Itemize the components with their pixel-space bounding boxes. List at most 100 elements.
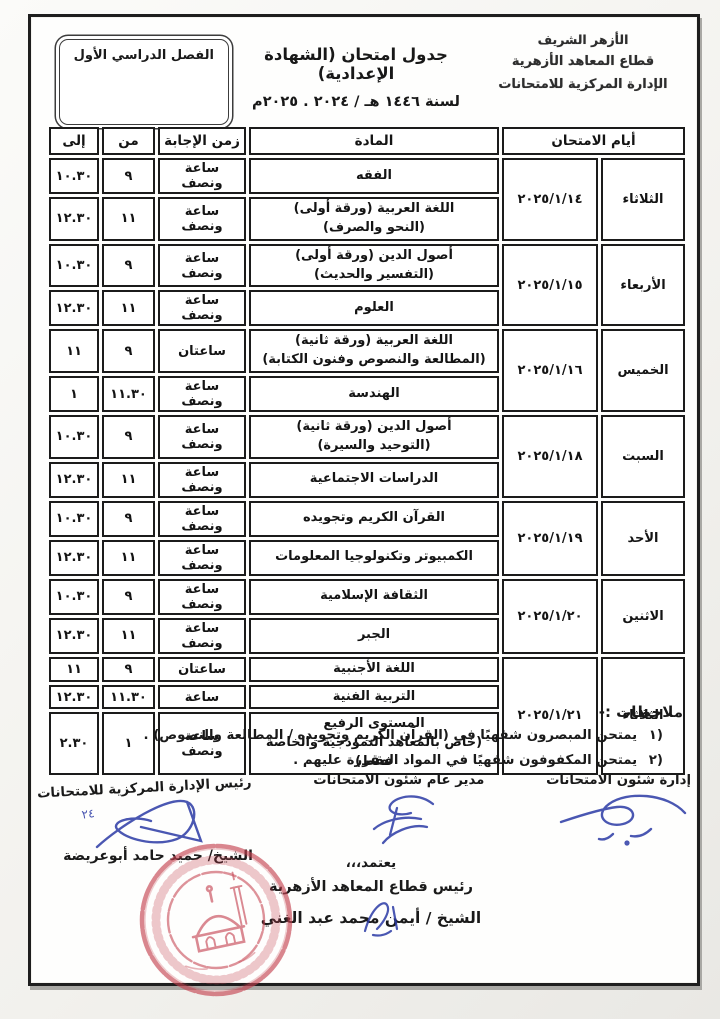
subject-cell: العلوم: [249, 290, 499, 327]
table-row: السبت ٢٠٢٥/١/١٨ أصول الدين (ورقة ثانية) …: [49, 415, 685, 498]
exam-day-cell: السبت: [601, 415, 685, 498]
exam-date-cell: ٢٠٢٥/١/١٤: [502, 158, 598, 241]
time-to-cell: ١: [49, 376, 99, 413]
handwritten-signature-right: [559, 794, 687, 846]
time-from-cell: ٩: [102, 656, 155, 682]
time-from-cell: ١١: [102, 461, 155, 498]
subject-cell: الكمبيوتر وتكنولوجيا المعلومات: [249, 539, 499, 576]
subject-cell: الهندسة: [249, 376, 499, 413]
duration-cell: ساعة ونصف: [158, 243, 246, 288]
semester-badge: الفصل الدراسي الأول: [58, 39, 229, 125]
duration-cell: ساعة ونصف: [158, 539, 246, 576]
exam-date-cell: ٢٠٢٥/١/١٦: [502, 329, 598, 413]
duration-cell: ساعة ونصف: [158, 290, 246, 327]
time-from-cell: ٩: [102, 329, 155, 374]
exam-date-cell: ٢٠٢٥/١/١٥: [502, 243, 598, 327]
exam-date-cell: ٢٠٢٥/١/٢١: [502, 656, 598, 775]
duration-cell: ساعتان: [158, 656, 246, 682]
exam-day-cell: الثلاثاء: [601, 158, 685, 241]
table-row: اللغة العربية (ورقة أولى) (النحو والصرف)…: [49, 197, 685, 241]
header-to: إلى: [49, 127, 99, 155]
exam-date-cell: ٢٠٢٥/١/١٨: [502, 415, 598, 498]
time-to-cell: ١١: [49, 329, 99, 374]
subject-cell: المستوى الرفيع (خاص بالمعاهد النموذجية و…: [249, 712, 499, 775]
exam-day-cell: الأربعاء: [601, 243, 685, 327]
time-to-cell: ١٢.٣٠: [49, 617, 99, 654]
time-to-cell: ١٢.٣٠: [49, 684, 99, 710]
time-from-cell: ٩: [102, 500, 155, 537]
exam-day-cell: الأحد: [601, 500, 685, 576]
subject-cell: اللغة العربية (ورقة أولى) (النحو والصرف): [249, 197, 499, 241]
duration-cell: ساعة ونصف: [158, 376, 246, 413]
time-to-cell: ١٢.٣٠: [49, 290, 99, 327]
note-1-number: ١): [648, 728, 663, 743]
time-from-cell: ١: [102, 712, 155, 775]
exam-day-cell: الثلاثاء: [601, 656, 685, 775]
time-to-cell: ١٢.٣٠: [49, 539, 99, 576]
signature-title-general-director: مدير عام شئون الامتحانات: [313, 773, 485, 788]
time-to-cell: ١٠.٣٠: [49, 243, 99, 288]
subject-cell: القرآن الكريم وتجويده: [249, 500, 499, 537]
signature-title-central-admin-head: رئيس الإدارة المركزية للامتحانات: [36, 775, 252, 802]
time-to-cell: ١١: [49, 656, 99, 682]
schedule-table-wrap: أيام الامتحان المادة زمن الإجابة من إلى …: [46, 124, 688, 778]
approval-block: يعتمد،،، رئيس قطاع المعاهد الأزهرية الشي…: [206, 855, 536, 927]
subject-cell: الدراسات الاجتماعية: [249, 461, 499, 498]
time-from-cell: ٩: [102, 243, 155, 288]
time-to-cell: ١٢.٣٠: [49, 461, 99, 498]
exam-day-cell: الاثنين: [601, 578, 685, 654]
duration-cell: ساعة ونصف: [158, 617, 246, 654]
duration-cell: ساعة ونصف: [158, 415, 246, 459]
subject-cell: الفقه: [249, 158, 499, 194]
duration-cell: ساعة ونصف: [158, 712, 246, 775]
table-header-row: أيام الامتحان المادة زمن الإجابة من إلى: [49, 127, 685, 155]
time-from-cell: ١١: [102, 617, 155, 654]
duration-cell: ساعة ونصف: [158, 197, 246, 241]
exam-date-cell: ٢٠٢٥/١/١٩: [502, 500, 598, 576]
time-from-cell: ٩: [102, 158, 155, 194]
exam-day-cell: الخميس: [601, 329, 685, 413]
table-row: الاثنين ٢٠٢٥/١/٢٠ الثقافة الإسلامية ساعة…: [49, 578, 685, 654]
subject-cell: اللغة العربية (ورقة ثانية) (المطالعة وال…: [249, 329, 499, 374]
duration-cell: ساعة ونصف: [158, 461, 246, 498]
page-frame: الأزهر الشريف قطاع المعاهد الأزهرية الإد…: [28, 14, 700, 997]
time-to-cell: ٢.٣٠: [49, 712, 99, 775]
time-from-cell: ١١: [102, 290, 155, 327]
letterhead-line3: الإدارة المركزية للامتحانات: [498, 76, 668, 92]
table-row: التربية الفنية ساعة ١١.٣٠ ١٢.٣٠: [49, 684, 685, 710]
notes-title: ملاحظات :-: [598, 703, 683, 721]
note-item-2: ٢) يمتحن المكفوفون شفهيًا في المواد المق…: [45, 751, 663, 771]
table-row: الأربعاء ٢٠٢٥/١/١٥ أصول الدين (ورقة أولى…: [49, 243, 685, 327]
duration-cell: ساعتان: [158, 329, 246, 374]
time-to-cell: ١٠.٣٠: [49, 415, 99, 459]
note-item-1: ١) يمتحن المبصرون شفهيًا في (القرآن الكر…: [45, 726, 663, 746]
table-row: الجبر ساعة ونصف ١١ ١٢.٣٠: [49, 617, 685, 654]
page-subtitle-year: لسنة ١٤٤٦ هـ / ٢٠٢٤ . ٢٠٢٥م: [252, 94, 460, 110]
signature-year-scribble: ٢٠٢٤: [81, 806, 95, 823]
duration-cell: ساعة: [158, 684, 246, 710]
time-to-cell: ١٠.٣٠: [49, 578, 99, 615]
table-row: المستوى الرفيع (خاص بالمعاهد النموذجية و…: [49, 712, 685, 775]
signatures-row: إدارة شئون الامتحانات مدير عام شئون الام…: [37, 773, 691, 802]
approval-title-sector-head: رئيس قطاع المعاهد الأزهرية: [269, 879, 473, 895]
semester-badge-area: الفصل الدراسي الأول: [39, 23, 235, 125]
handwritten-signature-middle: [372, 795, 435, 845]
document-header: الأزهر الشريف قطاع المعاهد الأزهرية الإد…: [39, 23, 689, 125]
time-from-cell: ١١.٣٠: [102, 684, 155, 710]
subject-cell: التربية الفنية: [249, 684, 499, 710]
time-from-cell: ٩: [102, 578, 155, 615]
subject-cell: أصول الدين (ورقة ثانية) (التوحيد والسيرة…: [249, 415, 499, 459]
duration-cell: ساعة ونصف: [158, 500, 246, 537]
header-exam-days: أيام الامتحان: [502, 127, 685, 155]
header-from: من: [102, 127, 155, 155]
approval-label: يعتمد،،،: [345, 855, 397, 871]
note-1-text: يمتحن المبصرون شفهيًا في (القرآن الكريم …: [143, 728, 638, 743]
subject-cell: أصول الدين (ورقة أولى) (التفسير والحديث): [249, 243, 499, 288]
header-subject: المادة: [249, 127, 499, 155]
time-to-cell: ١٢.٣٠: [49, 197, 99, 241]
table-row: الكمبيوتر وتكنولوجيا المعلومات ساعة ونصف…: [49, 539, 685, 576]
table-row: الثلاثاء ٢٠٢٥/١/١٤ الفقه ساعة ونصف ٩ ١٠.…: [49, 158, 685, 241]
page-title: جدول امتحان (الشهادة الإعدادية): [264, 45, 448, 83]
